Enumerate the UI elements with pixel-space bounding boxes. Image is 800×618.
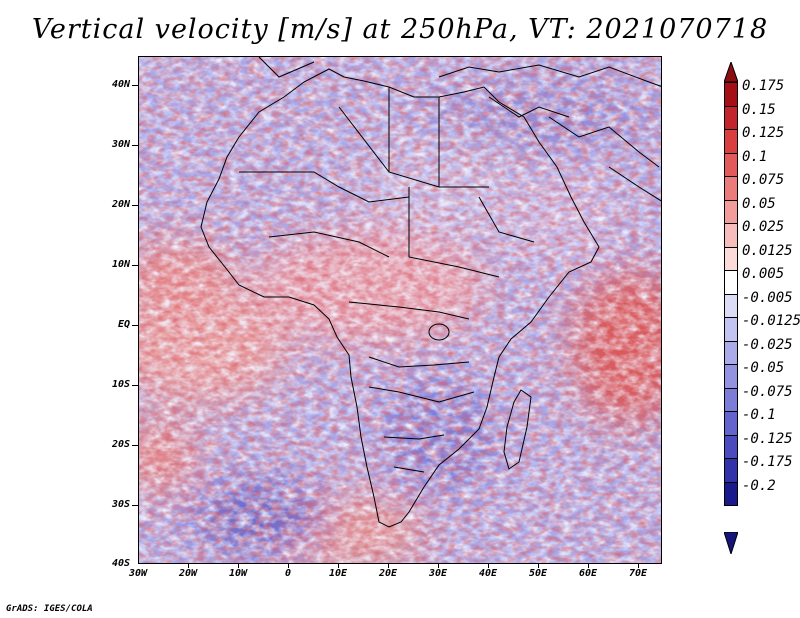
- colorbar-label: -0.125: [742, 430, 793, 447]
- colorbar-label: 0.125: [742, 125, 785, 141]
- lat-tick: [132, 85, 138, 86]
- footer-credit: GrADS: IGES/COLA: [6, 604, 93, 614]
- lon-label-40e: 40E: [478, 568, 498, 579]
- colorbar-swatch: [724, 223, 738, 248]
- lon-label-0: 0: [284, 568, 292, 579]
- colorbar-label: -0.075: [742, 383, 793, 400]
- colorbar-label: 0.075: [742, 172, 785, 188]
- colorbar-label: -0.175: [742, 454, 793, 470]
- colorbar-swatch: [724, 129, 738, 154]
- lon-tick: [488, 563, 489, 568]
- lon-label-10w: 10W: [228, 568, 248, 579]
- lat-label-20s: 20S: [111, 439, 130, 450]
- lat-label-40s: 40S: [111, 558, 130, 569]
- lat-tick: [132, 385, 138, 386]
- colorbar-label: -0.0125: [742, 313, 800, 329]
- lon-tick: [288, 563, 289, 568]
- lon-tick: [438, 563, 439, 568]
- colorbar-label: 0.175: [742, 78, 785, 94]
- colorbar-swatch: [724, 411, 738, 436]
- lon-tick: [588, 563, 589, 568]
- colorbar-swatch: [724, 105, 738, 130]
- colorbar-swatch: [724, 270, 738, 295]
- colorbar-swatch: [724, 481, 738, 506]
- lat-label-40n: 40N: [111, 79, 130, 90]
- colorbar-label: -0.2: [742, 477, 776, 494]
- lon-tick: [188, 563, 189, 568]
- colorbar-swatch: [724, 82, 738, 107]
- colorbar-bottom-arrow: [724, 532, 738, 554]
- colorbar-top-arrow: [724, 62, 738, 82]
- colorbar-swatch: [724, 293, 738, 318]
- colorbar-label: 0.1: [742, 148, 768, 165]
- lon-label-20e: 20E: [378, 568, 398, 579]
- lat-tick: [132, 445, 138, 446]
- lon-label-10e: 10E: [328, 568, 348, 579]
- lat-label-30s: 30S: [111, 499, 130, 510]
- lat-tick: [132, 205, 138, 206]
- lon-label-70e: 70E: [628, 568, 648, 579]
- lon-label-30w: 30W: [128, 568, 148, 579]
- lat-label-30n: 30N: [111, 139, 130, 150]
- colorbar-swatch: [724, 434, 738, 459]
- lat-label-eq: EQ: [117, 319, 130, 330]
- colorbar-swatch: [724, 340, 738, 365]
- lat-label-10s: 10S: [111, 379, 130, 390]
- colorbar-swatch: [724, 176, 738, 201]
- colorbar-swatch: [724, 364, 738, 389]
- lat-tick: [132, 145, 138, 146]
- colorbar-label: -0.05: [742, 360, 785, 376]
- colorbar-label: 0.005: [742, 266, 785, 282]
- lon-label-20w: 20W: [178, 568, 198, 579]
- colorbar-label: 0.025: [742, 219, 785, 235]
- colorbar-label: 0.0125: [742, 242, 793, 259]
- colorbar-label: 0.05: [742, 195, 776, 212]
- colorbar-label: -0.005: [742, 289, 793, 306]
- lat-tick: [132, 325, 138, 326]
- velocity-field: [139, 57, 661, 563]
- lon-tick: [638, 563, 639, 568]
- colorbar-swatch: [724, 246, 738, 271]
- colorbar-swatch: [724, 317, 738, 342]
- colorbar-label: -0.1: [742, 407, 776, 423]
- lon-tick: [538, 563, 539, 568]
- colorbar-swatch: [724, 387, 738, 412]
- lon-tick: [388, 563, 389, 568]
- colorbar-swatch: [724, 152, 738, 177]
- lon-label-30e: 30E: [428, 568, 448, 579]
- lon-label-60e: 60E: [578, 568, 598, 579]
- colorbar-label: -0.025: [742, 336, 793, 353]
- lat-tick: [132, 505, 138, 506]
- lon-label-50e: 50E: [528, 568, 548, 579]
- lat-tick: [132, 265, 138, 266]
- lat-label-20n: 20N: [111, 199, 130, 210]
- lon-tick: [238, 563, 239, 568]
- colorbar-label: 0.15: [742, 101, 776, 118]
- lon-tick: [338, 563, 339, 568]
- colorbar-swatch: [724, 458, 738, 483]
- velocity-map: [138, 56, 662, 564]
- map-title: Vertical velocity [m/s] at 250hPa, VT: 2…: [31, 14, 769, 45]
- colorbar-swatch: [724, 199, 738, 224]
- lat-label-10n: 10N: [111, 259, 130, 270]
